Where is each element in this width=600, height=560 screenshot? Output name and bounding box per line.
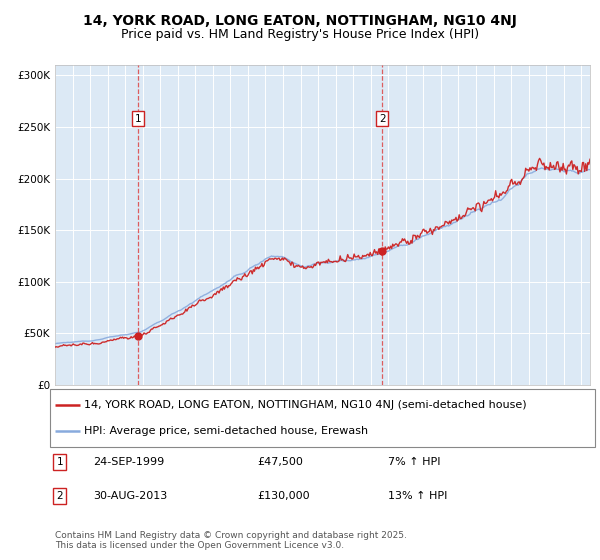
FancyBboxPatch shape (50, 389, 595, 447)
Text: 14, YORK ROAD, LONG EATON, NOTTINGHAM, NG10 4NJ (semi-detached house): 14, YORK ROAD, LONG EATON, NOTTINGHAM, N… (84, 400, 526, 410)
Text: Price paid vs. HM Land Registry's House Price Index (HPI): Price paid vs. HM Land Registry's House … (121, 28, 479, 41)
Text: 1: 1 (56, 457, 63, 467)
Text: HPI: Average price, semi-detached house, Erewash: HPI: Average price, semi-detached house,… (84, 426, 368, 436)
Text: 30-AUG-2013: 30-AUG-2013 (94, 491, 168, 501)
Text: 24-SEP-1999: 24-SEP-1999 (94, 457, 165, 467)
Text: 13% ↑ HPI: 13% ↑ HPI (388, 491, 447, 501)
Text: £130,000: £130,000 (257, 491, 310, 501)
Text: 1: 1 (134, 114, 141, 124)
Text: £47,500: £47,500 (257, 457, 303, 467)
Text: 14, YORK ROAD, LONG EATON, NOTTINGHAM, NG10 4NJ: 14, YORK ROAD, LONG EATON, NOTTINGHAM, N… (83, 14, 517, 28)
Text: Contains HM Land Registry data © Crown copyright and database right 2025.
This d: Contains HM Land Registry data © Crown c… (55, 530, 407, 550)
Text: 7% ↑ HPI: 7% ↑ HPI (388, 457, 440, 467)
Text: 2: 2 (379, 114, 386, 124)
Text: 2: 2 (56, 491, 63, 501)
